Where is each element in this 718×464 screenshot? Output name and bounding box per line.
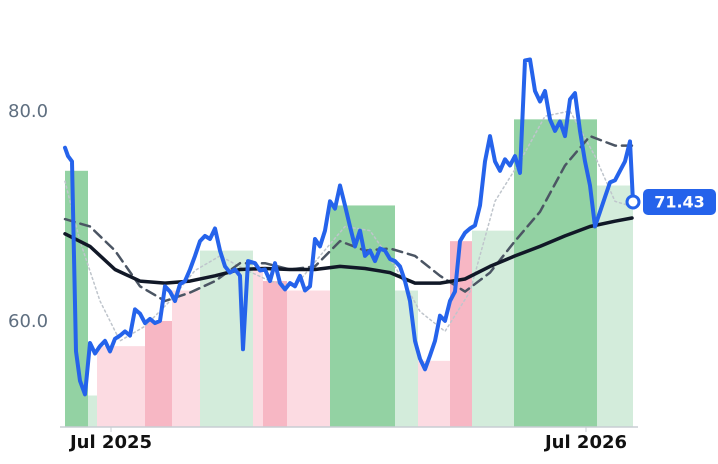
band	[597, 185, 633, 427]
last-point	[625, 194, 641, 210]
series-line	[63, 134, 634, 303]
series-line	[63, 216, 634, 285]
band	[97, 346, 145, 427]
band	[263, 281, 287, 427]
band	[395, 290, 418, 427]
band	[450, 241, 472, 427]
last-value-label: 71.43	[654, 192, 705, 211]
band	[514, 119, 597, 427]
band	[287, 290, 330, 427]
x-tick-label: Jul 2026	[543, 432, 627, 453]
last-value-badge	[643, 188, 716, 215]
band	[253, 266, 263, 427]
band	[172, 290, 200, 427]
series-line	[63, 57, 635, 397]
y-tick-label: 80.0	[8, 101, 48, 122]
band	[88, 395, 97, 427]
y-tick-label: 60.0	[8, 311, 48, 332]
band	[145, 320, 172, 427]
series-line	[64, 110, 633, 342]
band	[418, 360, 450, 427]
x-tick-label: Jul 2025	[68, 432, 152, 453]
